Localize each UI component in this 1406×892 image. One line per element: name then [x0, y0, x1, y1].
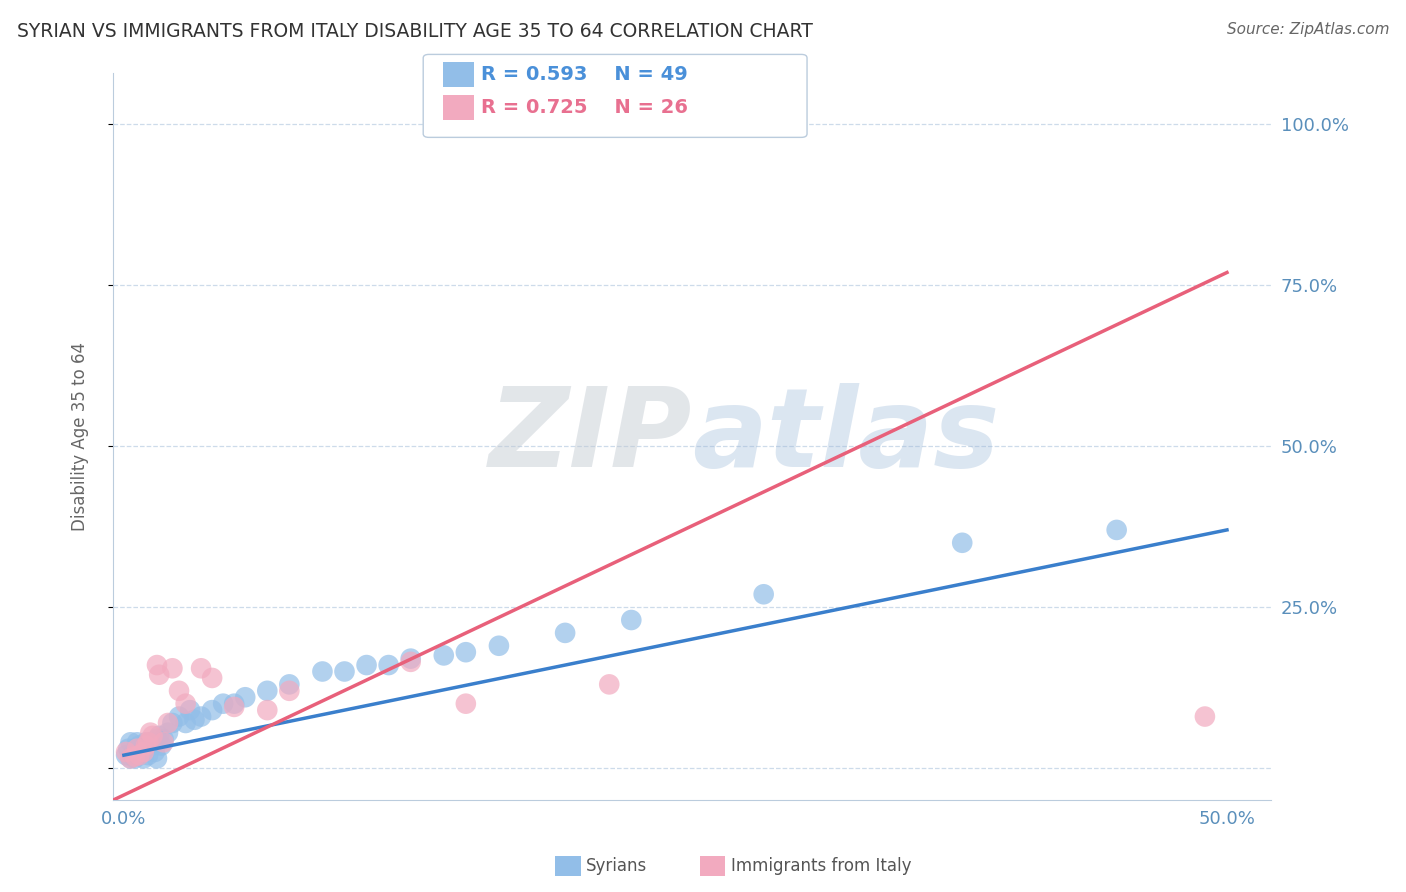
Point: [146, 751, 169, 765]
Point: [162, 661, 184, 675]
Point: [150, 739, 173, 753]
Text: R = 0.725    N = 26: R = 0.725 N = 26: [481, 97, 688, 117]
Point: [399, 651, 422, 665]
Text: Source: ZipAtlas.com: Source: ZipAtlas.com: [1226, 22, 1389, 37]
Point: [1194, 709, 1216, 723]
Point: [454, 697, 477, 711]
Point: [139, 725, 162, 739]
Point: [121, 748, 143, 763]
Text: ZIP: ZIP: [488, 383, 692, 490]
Point: [233, 690, 256, 705]
Point: [190, 661, 212, 675]
Point: [179, 703, 201, 717]
Point: [224, 697, 246, 711]
Point: [763, 118, 786, 132]
Point: [127, 741, 149, 756]
Point: [454, 645, 477, 659]
Point: [156, 716, 179, 731]
Text: Immigrants from Italy: Immigrants from Italy: [731, 857, 911, 875]
Point: [152, 735, 174, 749]
Point: [143, 745, 166, 759]
Point: [120, 751, 142, 765]
Point: [146, 658, 169, 673]
Point: [142, 729, 165, 743]
Point: [132, 745, 155, 759]
Point: [120, 751, 142, 765]
Point: [224, 699, 246, 714]
Point: [356, 658, 378, 673]
Point: [135, 739, 157, 753]
Point: [167, 709, 190, 723]
Text: R = 0.593    N = 49: R = 0.593 N = 49: [481, 64, 688, 84]
Point: [135, 735, 157, 749]
Text: Syrians: Syrians: [586, 857, 648, 875]
Point: [135, 741, 157, 756]
Point: [115, 748, 138, 763]
Y-axis label: Disability Age 35 to 64: Disability Age 35 to 64: [72, 343, 89, 531]
Point: [311, 665, 333, 679]
Point: [127, 735, 149, 749]
Text: atlas: atlas: [692, 383, 1000, 490]
Point: [167, 683, 190, 698]
Point: [115, 745, 138, 759]
Point: [120, 735, 142, 749]
Point: [333, 665, 356, 679]
Point: [128, 739, 150, 753]
Point: [598, 677, 620, 691]
Point: [156, 725, 179, 739]
Text: SYRIAN VS IMMIGRANTS FROM ITALY DISABILITY AGE 35 TO 64 CORRELATION CHART: SYRIAN VS IMMIGRANTS FROM ITALY DISABILI…: [17, 22, 813, 41]
Point: [136, 735, 159, 749]
Point: [148, 667, 170, 681]
Point: [127, 745, 149, 759]
Point: [148, 729, 170, 743]
Point: [124, 749, 146, 764]
Point: [190, 709, 212, 723]
Point: [620, 613, 643, 627]
Point: [256, 703, 278, 717]
Point: [488, 639, 510, 653]
Point: [201, 703, 224, 717]
Point: [950, 536, 973, 550]
Point: [752, 587, 775, 601]
Point: [152, 732, 174, 747]
Point: [212, 697, 235, 711]
Point: [136, 748, 159, 763]
Point: [174, 697, 197, 711]
Point: [278, 677, 301, 691]
Point: [377, 658, 399, 673]
Point: [256, 683, 278, 698]
Point: [278, 683, 301, 698]
Point: [433, 648, 456, 663]
Point: [131, 745, 153, 759]
Point: [183, 713, 205, 727]
Point: [174, 716, 197, 731]
Point: [146, 732, 169, 747]
Point: [142, 739, 165, 753]
Point: [1105, 523, 1128, 537]
Point: [554, 626, 576, 640]
Point: [139, 735, 162, 749]
Point: [201, 671, 224, 685]
Point: [128, 748, 150, 763]
Point: [124, 751, 146, 765]
Point: [132, 751, 155, 765]
Point: [128, 748, 150, 763]
Point: [399, 655, 422, 669]
Point: [162, 716, 184, 731]
Point: [117, 741, 139, 756]
